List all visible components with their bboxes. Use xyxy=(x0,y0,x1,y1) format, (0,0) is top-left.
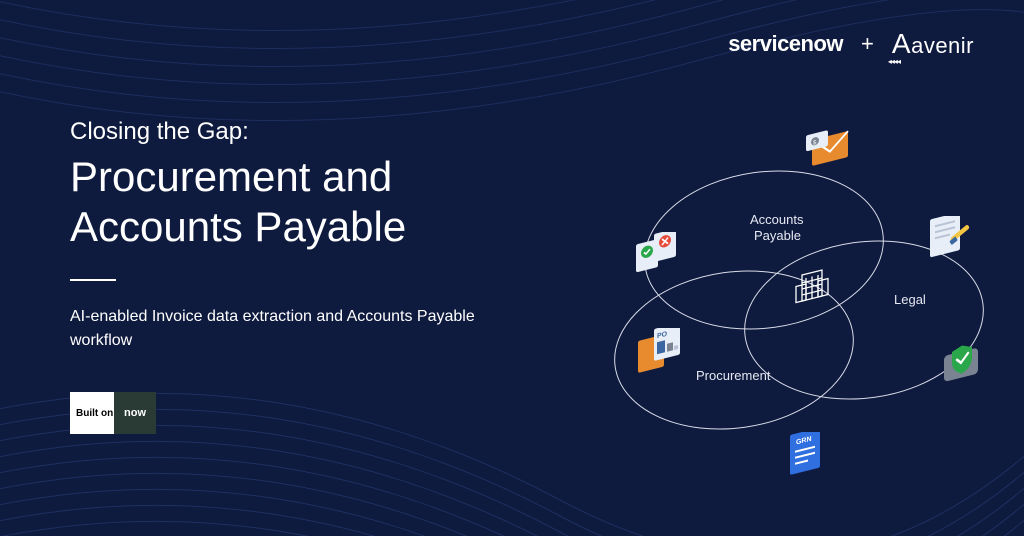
aavenir-logo-prefix: A xyxy=(892,28,911,59)
venn-label-accounts-payable-2: Payable xyxy=(754,228,801,243)
eyebrow-text: Closing the Gap: xyxy=(70,118,550,146)
validate-cards-icon xyxy=(630,232,682,284)
po-card-icon: PO xyxy=(634,328,686,380)
partner-logos: servicenow + Aavenir ◂◂◂◂ xyxy=(728,28,974,60)
title-divider xyxy=(70,279,116,281)
badge-left-text: Built on xyxy=(70,408,114,419)
badge-right-text: now xyxy=(114,392,156,434)
aavenir-swoosh-icon: ◂◂◂◂ xyxy=(888,57,900,66)
venn-label-accounts-payable: Accounts xyxy=(750,212,804,227)
built-on-now-badge: Built on now xyxy=(70,392,156,434)
venn-label-legal: Legal xyxy=(894,292,926,307)
document-pen-icon xyxy=(920,216,972,268)
shield-check-icon xyxy=(936,344,988,396)
hero-content: Closing the Gap: Procurement and Account… xyxy=(70,118,550,353)
building-icon xyxy=(790,268,834,312)
venn-label-procurement: Procurement xyxy=(696,368,771,383)
servicenow-logo: servicenow xyxy=(728,31,843,57)
envelope-icon: $ xyxy=(804,128,856,180)
grn-doc-icon: GRN xyxy=(778,432,830,484)
venn-diagram: Accounts Payable Procurement Legal $ xyxy=(564,120,994,500)
hero-title: Procurement and Accounts Payable xyxy=(70,152,550,251)
aavenir-logo: Aavenir ◂◂◂◂ xyxy=(892,28,974,60)
aavenir-logo-text: avenir xyxy=(911,33,974,58)
plus-separator: + xyxy=(861,31,874,57)
hero-subtitle: AI-enabled Invoice data extraction and A… xyxy=(70,305,490,353)
